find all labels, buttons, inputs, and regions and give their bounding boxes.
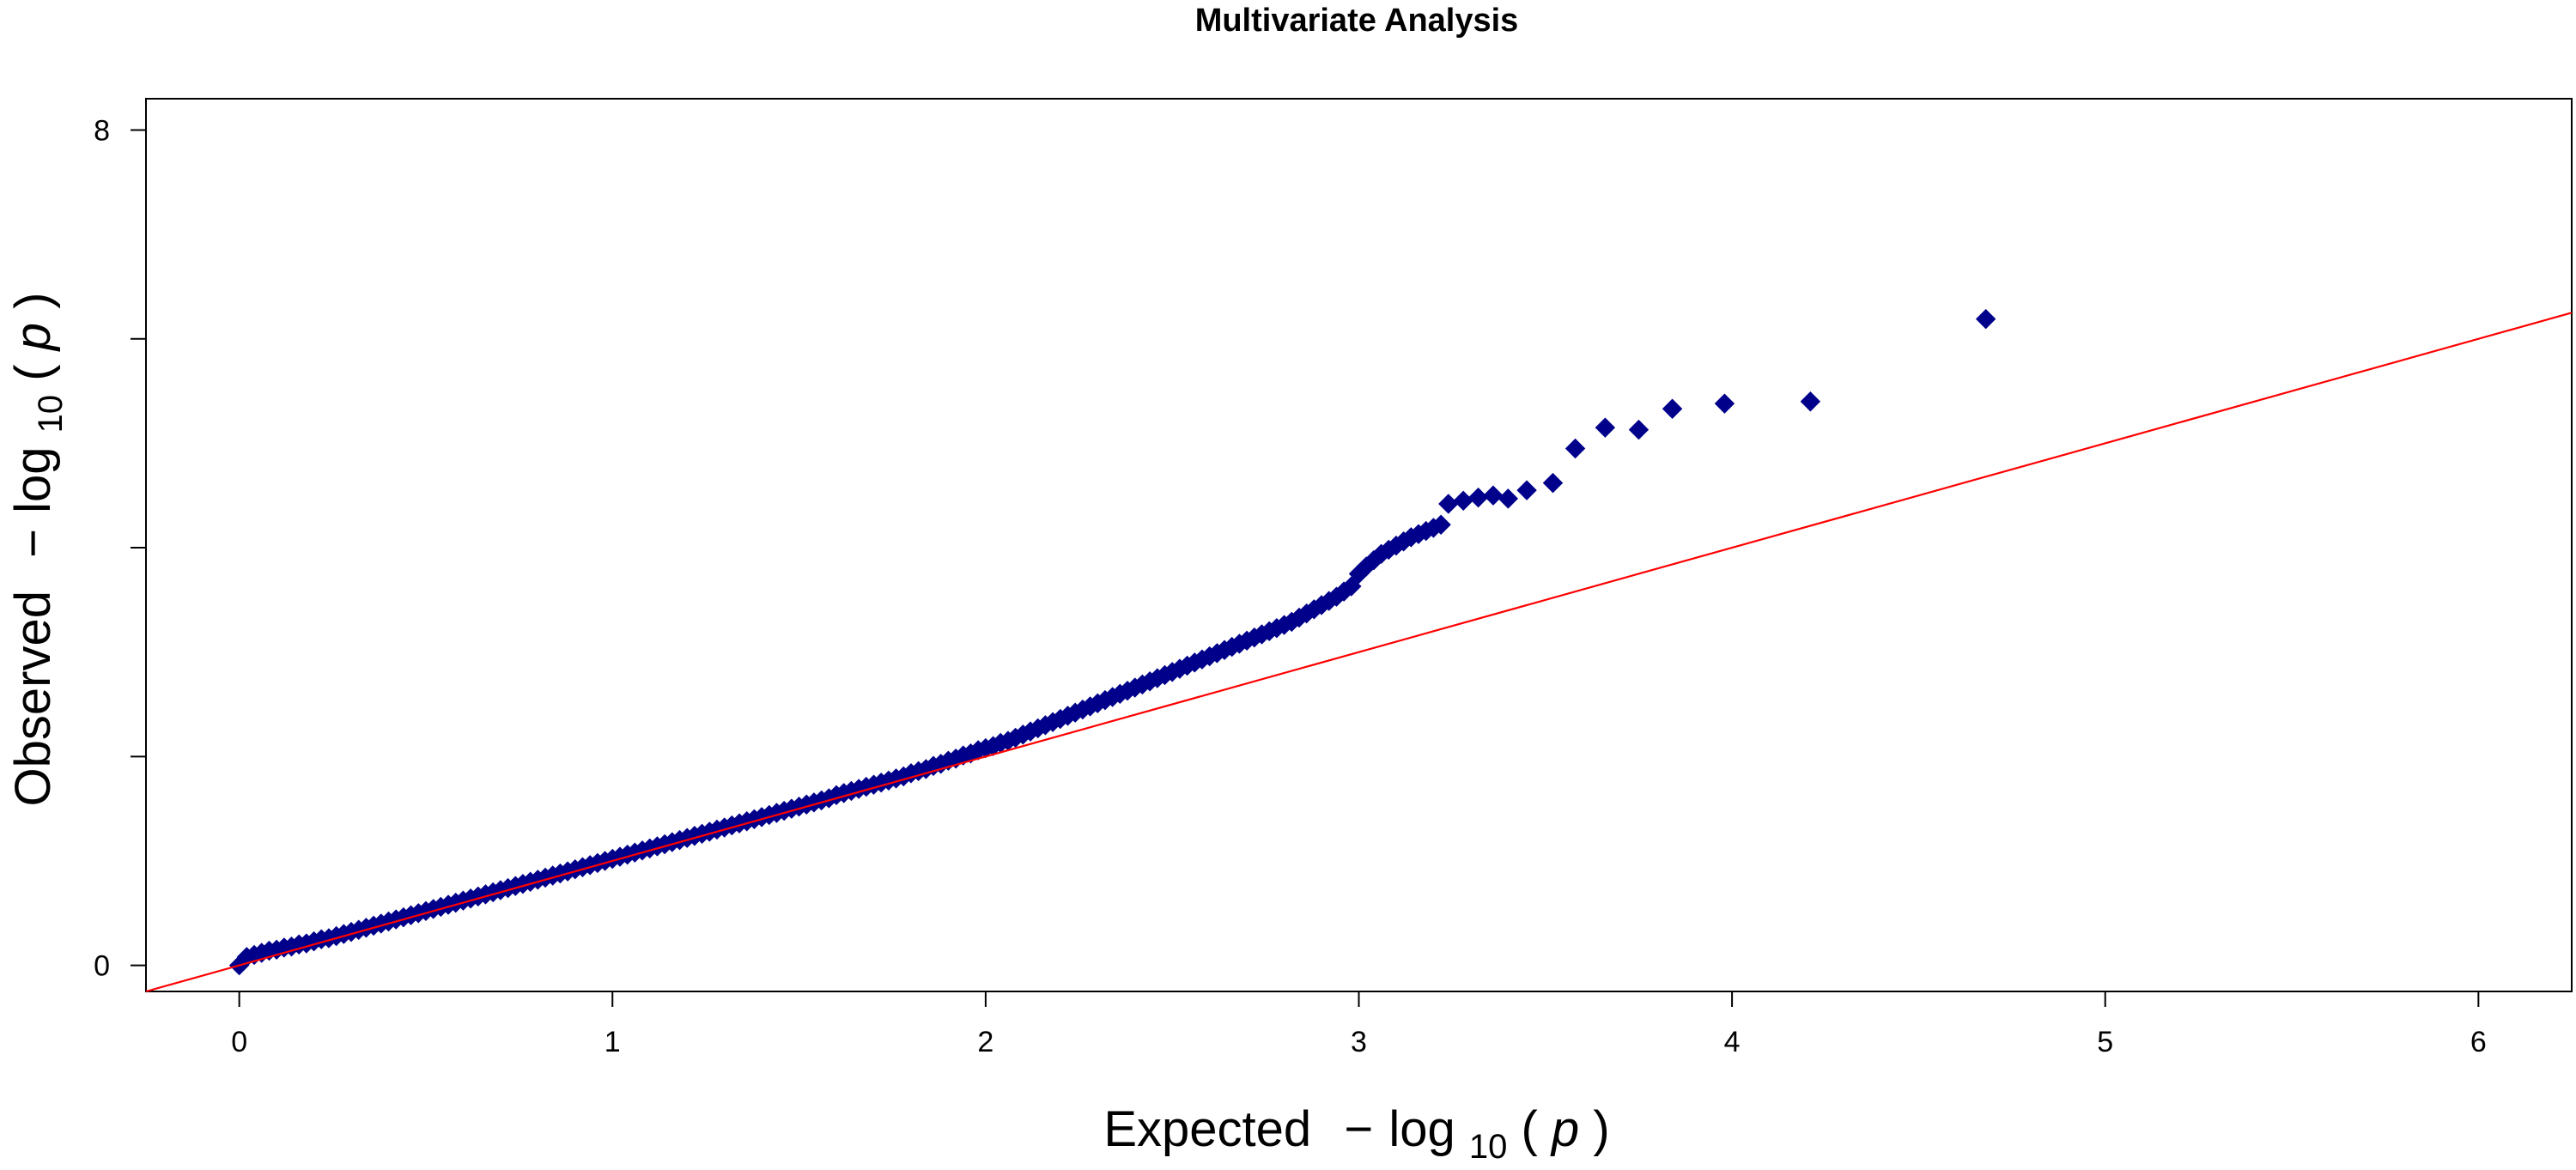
qq-point — [1431, 514, 1451, 535]
qq-point — [1516, 480, 1537, 500]
y-axis-label: Observed − log 10 ( p ) — [5, 293, 73, 807]
qq-point — [1564, 438, 1586, 459]
qq-point — [1542, 472, 1564, 494]
plot-area-frame — [145, 98, 2573, 992]
qq-point — [1714, 393, 1735, 414]
qq-point — [1800, 391, 1821, 412]
qq-point — [1662, 398, 1683, 419]
x-axis-label: Expected − log 10 ( p ) — [1103, 1101, 1609, 1166]
reference-line — [145, 312, 2573, 993]
qq-point — [1628, 419, 1649, 440]
qq-point — [1498, 488, 1519, 509]
x-tick-label: 4 — [1724, 1026, 1741, 1058]
scatter-points — [228, 308, 1996, 976]
x-tick-label: 2 — [977, 1026, 993, 1058]
x-tick-label: 1 — [605, 1026, 621, 1058]
y-tick-label: 8 — [94, 114, 110, 147]
y-tick-label: 0 — [94, 950, 110, 983]
x-tick-label: 3 — [1351, 1026, 1367, 1058]
x-tick-label: 6 — [2470, 1026, 2487, 1058]
chart-title: Multivariate Analysis — [1195, 3, 1519, 39]
qq-point — [1975, 308, 1996, 330]
qq-point — [1341, 576, 1362, 597]
y-axis: 08 — [94, 114, 146, 983]
x-tick-label: 0 — [231, 1026, 247, 1058]
qq-point — [1483, 485, 1504, 506]
x-axis: 0 1 2 3 4 5 6 — [231, 991, 2487, 1058]
qq-point — [1595, 417, 1616, 438]
x-tick-label: 5 — [2097, 1026, 2113, 1058]
